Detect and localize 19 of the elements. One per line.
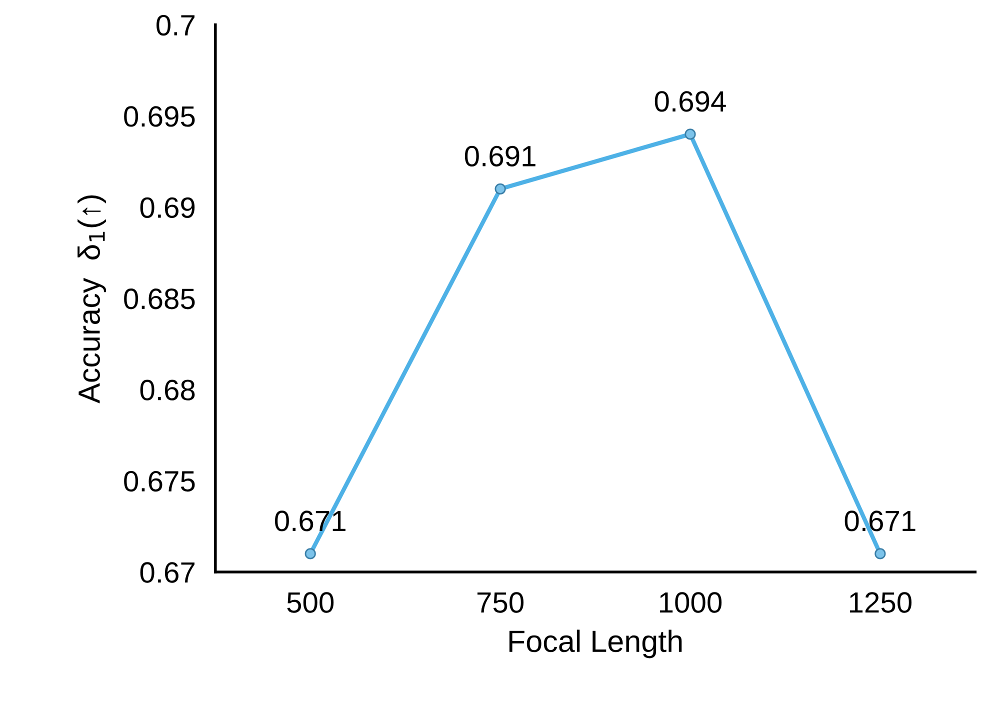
x-tick-label: 1000 <box>660 592 722 613</box>
data-label: 0.694 <box>654 91 726 112</box>
point <box>874 548 886 560</box>
point <box>494 183 506 194</box>
x-tick-label: 750 <box>477 592 524 613</box>
y-tick-label: 0.67 <box>140 562 194 583</box>
x-axis-title: Focal Length <box>509 630 682 658</box>
y-tick-label: 0.7 <box>156 14 194 36</box>
y-tick-label: 0.685 <box>124 288 195 310</box>
x-tick-label: 500 <box>287 592 334 613</box>
point <box>684 128 696 140</box>
y-tick-label: 0.675 <box>124 470 195 492</box>
point <box>304 548 316 560</box>
y-tick-label: 0.69 <box>140 197 195 218</box>
y-tick-label: 0.68 <box>140 380 195 400</box>
y-tick-label: 0.695 <box>124 106 195 127</box>
x-tick-label: 1250 <box>850 592 912 613</box>
data-label: 0.691 <box>464 146 536 166</box>
y-axis-title: Accuracy δ$_{1}$(↑) <box>78 195 106 404</box>
